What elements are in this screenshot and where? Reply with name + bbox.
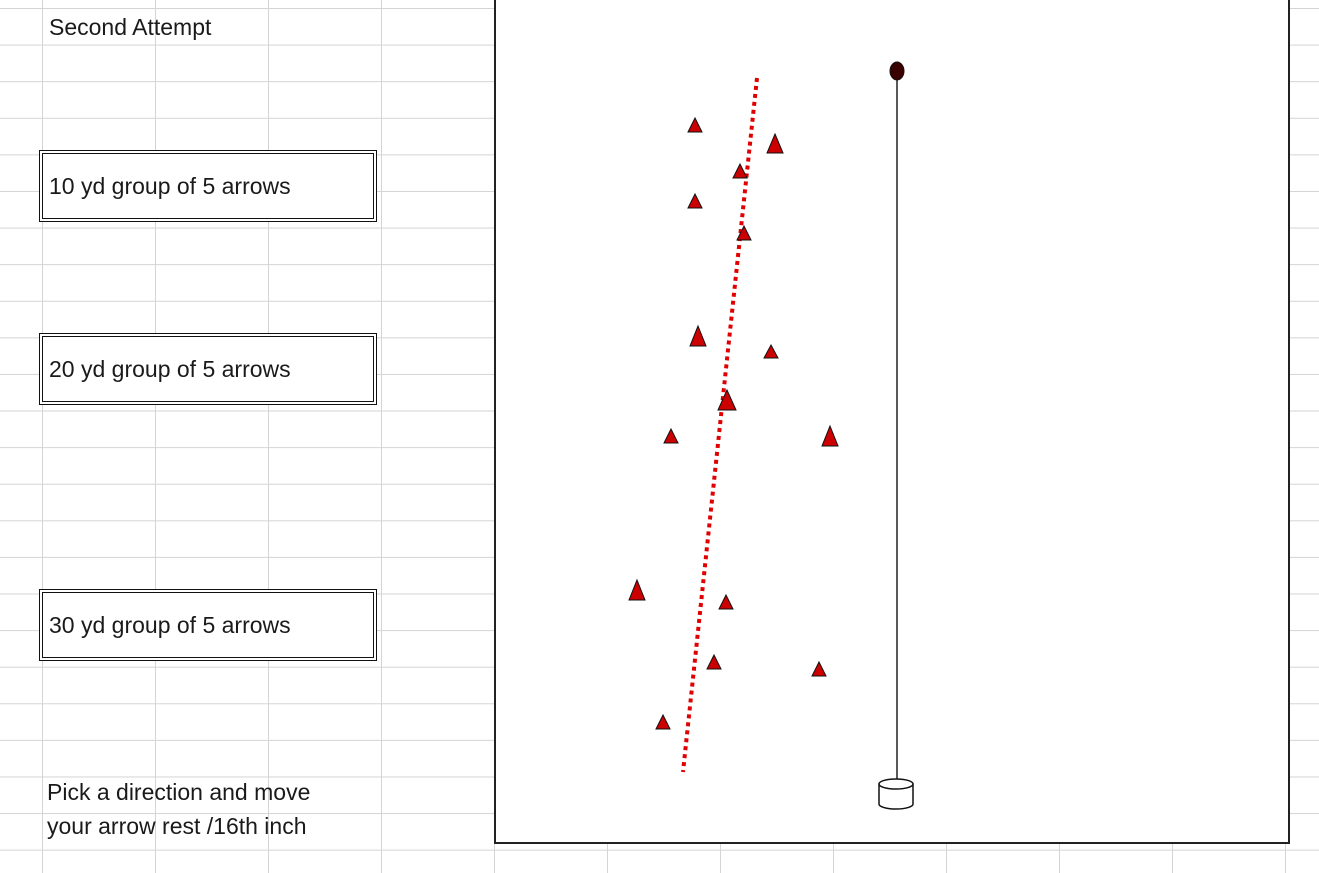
triangle-marker-icon bbox=[718, 593, 734, 610]
marker-group-20yd bbox=[663, 324, 839, 447]
triangle-marker-icon bbox=[821, 424, 839, 447]
triangle-marker-icon bbox=[628, 578, 646, 601]
triangle-marker-icon bbox=[687, 192, 703, 209]
triangle-marker-icon bbox=[763, 343, 779, 359]
group-label-10yd: 10 yd group of 5 arrows bbox=[49, 172, 291, 199]
group-box-10yd[interactable]: 10 yd group of 5 arrows bbox=[39, 150, 377, 222]
triangle-marker-icon bbox=[811, 660, 827, 677]
triangle-marker-icon bbox=[766, 132, 784, 154]
triangle-marker-icon bbox=[732, 162, 748, 179]
arrow-grouping-diagram bbox=[628, 61, 914, 810]
plumb-bob-icon[interactable] bbox=[889, 61, 905, 81]
triangle-marker-icon bbox=[687, 116, 703, 133]
triangle-marker-icon bbox=[663, 427, 679, 444]
marker-group-10yd bbox=[687, 116, 784, 241]
instruction-text: Pick a direction and move your arrow res… bbox=[47, 775, 310, 843]
group-label-30yd: 30 yd group of 5 arrows bbox=[49, 611, 291, 638]
group-box-20yd[interactable]: 20 yd group of 5 arrows bbox=[39, 333, 377, 405]
triangle-marker-icon bbox=[717, 388, 737, 411]
target-panel bbox=[494, 0, 1290, 844]
group-label-20yd: 20 yd group of 5 arrows bbox=[49, 355, 291, 382]
cylinder-base-icon[interactable] bbox=[878, 778, 914, 810]
group-box-30yd[interactable]: 30 yd group of 5 arrows bbox=[39, 589, 377, 661]
triangle-marker-icon bbox=[706, 653, 722, 670]
triangle-marker-icon bbox=[655, 713, 671, 730]
triangle-marker-icon bbox=[689, 324, 707, 347]
marker-group-30yd bbox=[628, 578, 827, 730]
instruction-line-2: your arrow rest /16th inch bbox=[47, 813, 307, 839]
triangle-marker-icon bbox=[736, 224, 752, 241]
sheet-heading: Second Attempt bbox=[49, 14, 212, 40]
instruction-line-1: Pick a direction and move bbox=[47, 779, 311, 805]
